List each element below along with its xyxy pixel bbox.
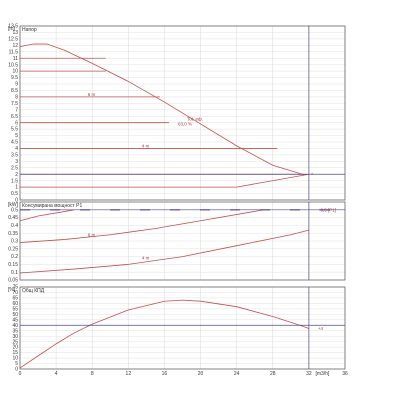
power-ytick: 0.1 <box>11 270 18 276</box>
head-ytick: 11.5 <box>9 49 19 55</box>
head-ytick: 11 <box>13 56 18 62</box>
power-ytick: 0.4 <box>11 223 18 229</box>
efficiency-xtick: 32 <box>306 371 312 377</box>
head-curve-label: 63,0 % <box>178 121 192 126</box>
head-curve-7 <box>20 173 309 188</box>
head-ytick: 10 <box>12 69 18 75</box>
efficiency-ytick: 60 <box>12 301 18 307</box>
efficiency-title: Общ КПД <box>22 288 45 294</box>
head-ytick: 8 <box>15 94 18 100</box>
efficiency-ylabel: [%] <box>8 287 16 293</box>
efficiency-ytick: 40 <box>12 323 18 329</box>
efficiency-frame <box>19 286 346 370</box>
head-title: Напор <box>22 27 37 33</box>
head-ytick: 12 <box>12 43 18 49</box>
head-ytick: 2 <box>15 172 18 178</box>
efficiency-xtick: 4 <box>55 371 58 377</box>
head-ytick: 10.5 <box>8 62 18 68</box>
head-ytick: 3 <box>15 159 18 165</box>
head-curve-label: + <box>311 172 314 177</box>
efficiency-ytick: 0 <box>15 367 18 373</box>
head-ytick: 9 <box>15 82 18 88</box>
head-ytick: 7 <box>15 107 18 113</box>
head-ytick: 3.5 <box>11 152 18 158</box>
efficiency-ytick: 5 <box>15 361 18 367</box>
efficiency-curve-0 <box>19 299 310 369</box>
head-ytick: 12.5 <box>8 36 18 42</box>
power-curve-label: 6 m <box>88 232 96 237</box>
head-ytick: 0 <box>15 198 18 204</box>
efficiency-ytick: 50 <box>12 312 18 318</box>
power-ytick: 0.25 <box>8 246 18 252</box>
power-ytick: 0.15 <box>8 262 18 268</box>
power-ytick: 0.35 <box>8 231 18 237</box>
power-ytick: 0.05 <box>8 278 18 284</box>
efficiency-ytick: 25 <box>12 339 18 345</box>
power-curve-label: +0,5 [P1] <box>318 207 336 212</box>
power-title: Консумирана мощност P1 <box>22 203 83 209</box>
efficiency-xlabel: [m3/h] <box>315 371 330 377</box>
efficiency-ytick: 35 <box>12 328 18 334</box>
head-ytick: 8.5 <box>11 88 18 94</box>
head-ytick: 9.5 <box>11 75 18 81</box>
power-curve-label: 4 m <box>142 256 150 261</box>
efficiency-ytick: 20 <box>12 345 18 351</box>
head-curve-label: 6 m <box>88 92 96 97</box>
head-ytick: 4.5 <box>11 140 18 146</box>
head-ytick: 4 <box>15 146 18 152</box>
power-curve-2 <box>19 229 309 274</box>
head-ytick: 6 <box>15 120 18 126</box>
efficiency-ytick: 10 <box>12 356 18 362</box>
power-ytick: 0.5 <box>11 207 18 213</box>
head-ytick: 13 <box>12 30 18 36</box>
head-ytick: 5.5 <box>11 127 18 133</box>
efficiency-ytick: 65 <box>12 296 18 302</box>
head-ytick: 6.5 <box>11 114 18 120</box>
power-ylabel: [kW] <box>8 202 19 208</box>
head-ytick: 13.5 <box>8 24 18 30</box>
head-ytick: 7.5 <box>11 101 18 107</box>
power-ytick: 0.2 <box>11 254 18 260</box>
efficiency-ytick: 30 <box>12 334 18 340</box>
power-curve-0 <box>19 209 75 222</box>
head-ylabel: [m] <box>8 26 16 32</box>
head-curve-label: Tot. еф. <box>187 116 203 121</box>
power-ytick: 0.3 <box>11 239 18 245</box>
head-frame <box>19 25 346 201</box>
efficiency-xtick: 20 <box>198 371 204 377</box>
efficiency-ytick: 15 <box>12 350 18 356</box>
efficiency-xtick: 0 <box>19 371 22 377</box>
efficiency-curve-label: +4 <box>318 326 324 331</box>
head-ytick: 0.5 <box>11 191 18 197</box>
head-ytick: 1.5 <box>11 178 18 184</box>
efficiency-xtick: 28 <box>270 371 276 377</box>
efficiency-xtick: 36 <box>342 371 348 377</box>
efficiency-ytick: 75 <box>12 285 18 291</box>
head-ytick: 5 <box>15 133 18 139</box>
head-ytick: 2.5 <box>11 165 18 171</box>
power-ytick: 0.45 <box>8 215 18 221</box>
power-curve-1 <box>19 209 264 243</box>
head-panel: 00.511.522.533.544.555.566.577.588.599.5… <box>8 24 346 204</box>
efficiency-ytick: 55 <box>12 306 18 312</box>
efficiency-ytick: 45 <box>12 317 18 323</box>
head-curve-0 <box>19 43 305 176</box>
head-ytick: 1 <box>15 185 18 191</box>
efficiency-xtick: 12 <box>126 371 132 377</box>
efficiency-ytick: 70 <box>12 290 18 296</box>
efficiency-xtick: 8 <box>91 371 94 377</box>
efficiency-xtick: 16 <box>162 371 168 377</box>
efficiency-xtick: 24 <box>234 371 240 377</box>
power-panel: 0.05 0.1 0.15 0.2 0.250.3 0.35 0.4 0.45 0.5 6 m 4 … <box>8 201 346 284</box>
head-curve-label: 4 m <box>142 143 150 148</box>
power-frame <box>19 201 346 281</box>
